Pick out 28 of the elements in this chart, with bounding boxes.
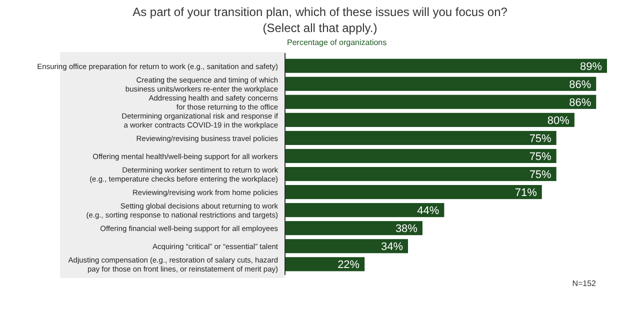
data-label: 86%	[569, 78, 592, 91]
data-label: 75%	[529, 169, 552, 182]
bar	[285, 112, 574, 127]
data-label: 22%	[338, 259, 360, 272]
data-label: 86%	[569, 96, 592, 109]
chart-subtitle: (Select all that apply.)	[262, 21, 378, 35]
bar	[285, 221, 422, 236]
chart-title: As part of your transition plan, which of these issues will you focus on?	[132, 5, 508, 19]
data-label: 75%	[529, 132, 552, 145]
bar	[285, 130, 556, 145]
bar	[285, 185, 542, 200]
data-label: 89%	[580, 60, 602, 73]
bar	[285, 94, 596, 109]
data-label: 44%	[417, 205, 440, 218]
data-label: 34%	[380, 241, 404, 254]
data-label: 75%	[529, 150, 552, 163]
data-label: 80%	[547, 114, 570, 127]
data-label: 38%	[395, 223, 418, 236]
bar	[285, 148, 556, 164]
bar	[285, 203, 444, 218]
text: N=152	[572, 279, 597, 288]
bar	[285, 166, 556, 182]
x-axis-title: Percentage of organizations	[287, 38, 387, 47]
bar	[285, 58, 607, 73]
bar	[285, 239, 408, 254]
data-label: 71%	[514, 187, 538, 200]
bar	[285, 257, 365, 272]
bar	[285, 76, 596, 91]
